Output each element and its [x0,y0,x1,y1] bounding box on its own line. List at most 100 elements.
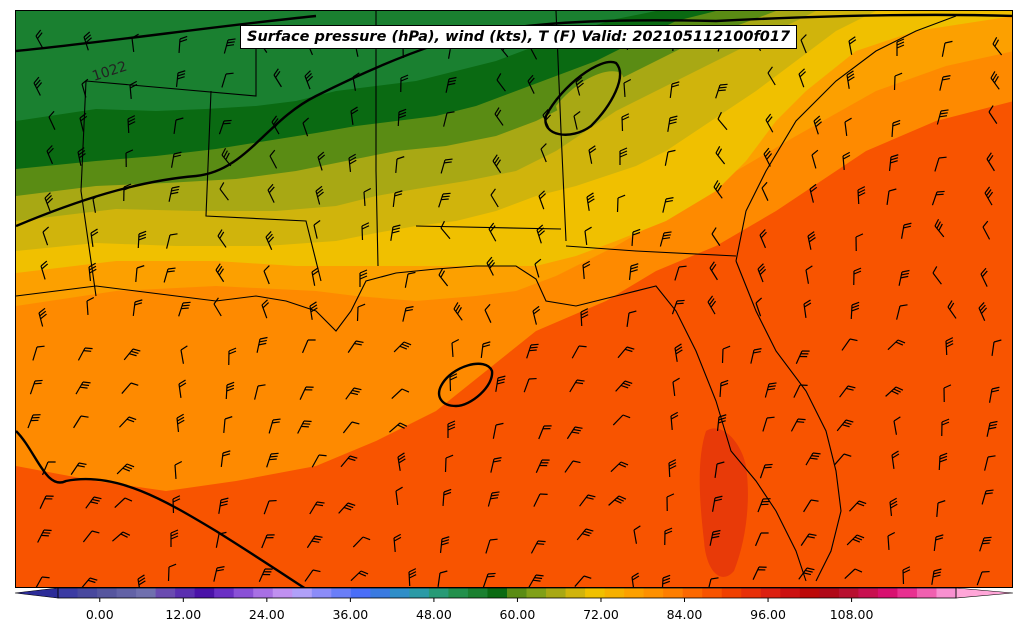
wind-barb [848,36,857,55]
wind-barb [391,388,410,399]
wind-barb [86,296,95,316]
wind-barb [992,37,1003,56]
wind-barb [573,111,581,130]
wind-barb [709,261,718,281]
wind-barb [707,577,719,587]
wind-barb [46,145,54,165]
wind-barb [664,149,676,166]
atlantic-coastline [735,15,957,262]
wind-barb [574,575,592,587]
wind-barb [623,78,632,98]
wind-barb [978,302,988,322]
wind-barb [302,117,310,137]
colorbar-cell [58,588,79,598]
wind-barb [853,267,862,286]
colorbar-cell [350,588,371,598]
wind-barb [981,489,994,505]
wind-barb [440,158,453,174]
wind-barb [132,299,143,316]
colorbar-tick-label: 84.00 [666,607,703,622]
wind-barb [887,531,896,551]
wind-barb [440,220,451,240]
wind-barb [542,109,552,129]
wind-barb [716,414,727,431]
wind-barb [721,345,731,364]
isobar-closed-east [544,60,622,136]
map-boundaries [16,11,957,582]
wind-barb [709,529,721,546]
wind-barb [123,348,141,361]
wind-barb [530,540,546,554]
wind-barb [261,299,269,319]
wind-barb [449,373,458,392]
wind-barb [487,491,500,507]
wind-barb [40,260,49,280]
wind-barb [931,190,945,206]
wind-barb [669,81,680,98]
wind-barb [178,379,187,398]
wind-barb [986,420,998,437]
wind-barb [719,379,729,398]
wind-barb [90,228,99,247]
wind-barb [496,73,506,92]
wind-barb [939,75,951,91]
wind-barb [127,115,136,134]
colorbar-cell [585,588,606,598]
colorbar-cell [253,588,274,598]
wind-barb [936,109,949,125]
wind-barb [348,153,357,172]
wind-barb [633,525,641,544]
wind-barb [438,268,449,287]
wind-barb [900,222,912,239]
wind-barb [361,222,370,241]
wind-barb [389,422,408,433]
wind-barb [579,494,596,507]
wind-barb [170,151,182,168]
colorbar-tick-label: 24.00 [248,607,285,622]
wind-barb [393,533,402,552]
wind-barb [225,381,235,400]
map-title: Surface pressure (hPa), wind (kts), T (F… [240,25,798,49]
wind-barb [536,224,545,244]
wind-barb [936,500,946,517]
wind-barb [438,192,451,208]
wind-barb [891,119,901,138]
wind-barb [125,149,134,168]
colorbar-cell [565,588,586,598]
wind-barb [886,188,897,205]
wind-barb [588,145,597,164]
wind-barb [800,533,817,546]
colorbar-cell [136,588,157,598]
colorbar-tick-label: 12.00 [165,607,202,622]
wind-barb [934,218,945,238]
wind-barb [991,339,1002,356]
wind-barb [575,76,584,96]
colorbar-tick-label: 108.00 [829,607,874,622]
wind-barb [896,38,905,56]
wind-barb [42,226,50,246]
colorbar-cell [428,588,449,598]
wind-barb [137,574,146,587]
wind-barb [350,570,369,582]
colorbar-cell [97,588,118,598]
wind-barb [795,350,810,365]
wind-barb [172,495,181,514]
colorbar-cell [780,588,801,598]
wind-barbs [27,29,1003,587]
wind-barb [711,227,721,246]
wind-barb [390,224,401,241]
wind-barb [439,536,450,553]
wind-barb [938,452,948,471]
wind-barb [717,111,728,131]
wind-barb [754,532,769,547]
wind-barb [35,29,44,49]
wind-barb [674,343,683,362]
colorbar-cell [546,588,567,598]
wind-barb [803,499,819,513]
wind-barb [844,568,863,579]
wind-barb [400,74,409,93]
isobar-northwest [16,14,317,53]
wind-barb [988,105,998,124]
wind-barb [338,502,356,514]
wind-barb [564,460,581,473]
